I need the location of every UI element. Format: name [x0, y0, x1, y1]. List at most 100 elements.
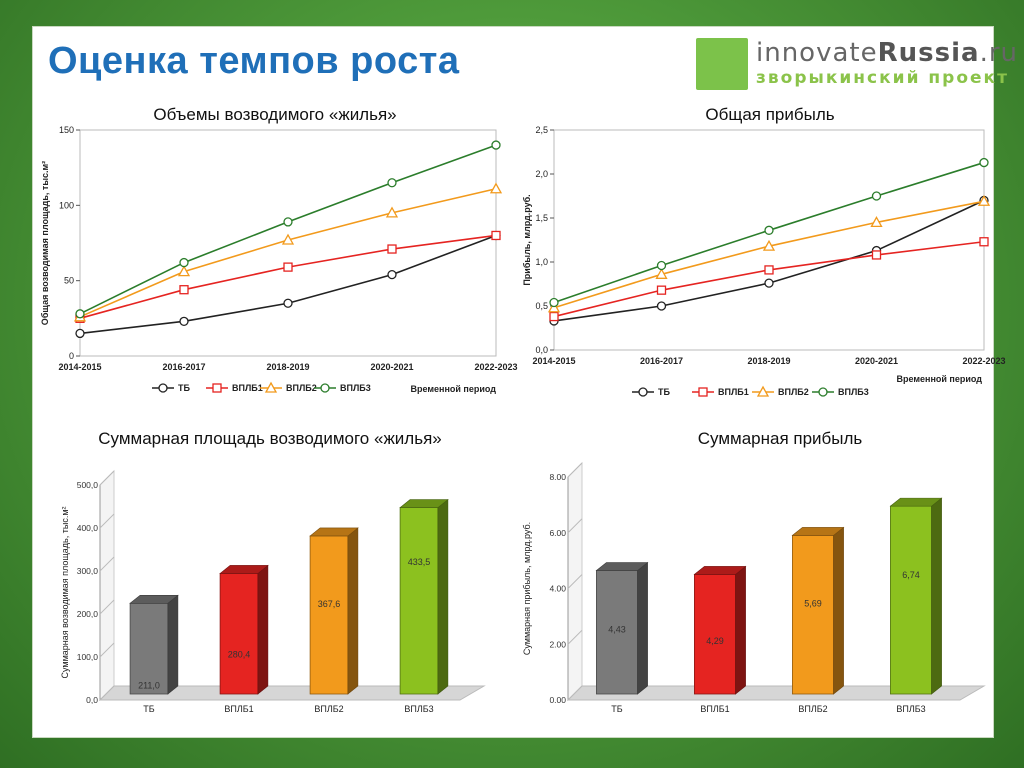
bar-profit-value-label-0: 4,43	[608, 624, 626, 634]
line-profit-point-s2-4	[977, 194, 991, 206]
line-housing-point-s1-1	[179, 285, 189, 295]
bar-profit-grid-tick	[567, 685, 583, 701]
bar-area-value-label-2: 367,6	[318, 599, 341, 609]
bar-profit-bar-side-1	[735, 565, 746, 695]
line-housing-xtick-label: 2016-2017	[162, 362, 205, 372]
bar-area-bar-top-3	[399, 499, 449, 508]
bar-profit-bar-top-2	[791, 527, 845, 536]
line-housing-point-s2-3	[385, 206, 399, 218]
line-housing-point-s3-4	[491, 140, 501, 150]
bar-profit-category-label-1: ВПЛБ1	[700, 704, 729, 714]
bar-profit-bar-top-0	[595, 562, 649, 571]
line-profit-point-s3-1	[656, 260, 667, 271]
bar-profit-bar-front-1	[694, 574, 736, 695]
bar-area-ytick-label: 400,0	[77, 523, 99, 533]
bar-area-grid-tick	[99, 599, 115, 615]
bar-area-ytick-label: 300,0	[77, 566, 99, 576]
line-profit-xtick-label: 2018-2019	[747, 356, 790, 366]
bar-area-value-label-1: 280,4	[228, 650, 251, 660]
bar-area-bar-side-0	[167, 594, 179, 695]
logo-wordmark: innovateRussia.ru	[756, 38, 1018, 68]
line-profit-ytick-label: 1,0	[535, 257, 548, 267]
bar-area-grid-tick	[99, 685, 115, 701]
line-housing-legend-label: ВПЛБ2	[286, 383, 317, 393]
page-title: Оценка темпов роста	[48, 40, 460, 82]
bar-profit-bar-top-1	[693, 566, 747, 575]
bar-profit-category-label-3: ВПЛБ3	[896, 704, 925, 714]
line-housing-point-s0-2	[283, 298, 293, 308]
bar-profit-grid-tick	[567, 574, 583, 589]
caption-total-area: Суммарная площадь возводимого «жилья»	[98, 429, 442, 448]
line-housing-point-s1-4	[491, 230, 501, 241]
bar-profit-bar-side-3	[931, 497, 942, 695]
logo-subtitle: зворыкинский проект	[756, 68, 1009, 88]
caption-total-profit: Общая прибыль	[705, 105, 835, 124]
line-profit-point-s0-1	[656, 301, 667, 311]
bar-profit-bar-side-0	[637, 561, 648, 695]
line-profit-point-s1-1	[656, 285, 667, 295]
line-profit-point-s3-0	[549, 297, 559, 308]
bar-profit-ytick-label: 2.00	[549, 639, 566, 649]
bar-area-category-label-1: ВПЛБ1	[224, 704, 253, 714]
bar-area-grid-tick	[99, 470, 115, 486]
bar-area-bar-top-0	[129, 594, 179, 604]
bar-area-bar-side-1	[257, 564, 269, 695]
bar-area-ytick-label: 100,0	[77, 652, 99, 662]
caption-total-profit-sum: Суммарная прибыль	[697, 429, 863, 448]
line-profit-legend-label: ВПЛБ3	[838, 387, 869, 397]
line-profit-ytick-label: 0,0	[535, 345, 548, 355]
bar-profit-ytick-label: 6.00	[549, 528, 566, 538]
line-housing-ytick-label: 0	[69, 351, 74, 361]
line-housing-point-s2-2	[281, 233, 295, 245]
line-profit-point-s0-2	[764, 278, 774, 288]
line-housing-legend-marker	[212, 383, 222, 393]
line-housing-point-s2-4	[489, 182, 503, 194]
bar-area-side-wall	[99, 469, 115, 702]
line-housing-legend-label: ТБ	[178, 383, 190, 393]
bar-profit-category-label-0: ТБ	[611, 704, 622, 714]
bar-area-bar-side-3	[437, 498, 449, 695]
bar-area-grid-tick	[99, 556, 115, 572]
line-housing-point-s3-2	[283, 217, 293, 227]
innovaterussia-logo: innovateRussia.ru зворыкинский проект	[696, 38, 1017, 92]
line-housing-point-s3-0	[75, 309, 85, 319]
line-housing-xtick-label: 2014-2015	[58, 362, 101, 372]
line-housing-point-s3-1	[179, 257, 189, 268]
bar-profit-bar-top-3	[889, 497, 943, 507]
bar-chart-total-area: 0,0 100,0 200,0 300,0 400,0 500,0 Суммарная во…	[60, 469, 486, 714]
bar-profit-category-label-2: ВПЛБ2	[798, 704, 827, 714]
line-housing-xtick-label: 2020-2021	[370, 362, 413, 372]
line-housing-point-s0-3	[387, 269, 397, 280]
line-profit-x-axis-title: Временной период	[896, 374, 982, 384]
line-profit-y-axis-title: Прибыль, млрд.руб.	[522, 194, 532, 285]
bar-chart-total-profit: 0.00 2.00 4.00 6.00 8.00 Суммарная прибыль, м…	[522, 461, 986, 714]
line-profit-point-s1-2	[764, 265, 774, 275]
line-housing-legend-marker	[158, 383, 168, 393]
bar-profit-grid-tick	[567, 518, 583, 534]
bar-area-bar-side-2	[347, 527, 359, 695]
line-profit-ytick-label: 1,5	[535, 213, 548, 223]
line-housing-x-axis-title: Временной период	[410, 384, 496, 394]
caption-housing-volume: Объемы возводимого «жилья»	[153, 105, 397, 124]
line-housing-point-s0-0	[75, 328, 85, 339]
bar-area-category-label-2: ВПЛБ2	[314, 704, 343, 714]
line-housing-ytick-label: 150	[59, 125, 74, 135]
bar-profit-ytick-label: 4.00	[549, 584, 566, 594]
bar-area-ytick-label: 200,0	[77, 609, 99, 619]
bar-area-y-axis-title: Суммарная возводимая площадь, тыс.м²	[60, 506, 70, 678]
line-profit-legend-marker	[818, 387, 828, 397]
line-profit-legend-label: ТБ	[658, 387, 670, 397]
line-housing-legend-marker	[264, 381, 278, 393]
bar-area-bar-top-1	[219, 565, 269, 574]
line-profit-point-s2-3	[870, 216, 883, 228]
line-profit-legend-label: ВПЛБ2	[778, 387, 809, 397]
bar-area-value-label-0: 211,0	[138, 681, 160, 691]
bar-area-bar-top-2	[309, 527, 359, 537]
line-profit-legend-label: ВПЛБ1	[718, 387, 749, 397]
line-housing-point-s1-2	[283, 262, 293, 272]
line-housing-point-s0-1	[179, 316, 189, 326]
line-housing-point-s1-3	[387, 244, 397, 254]
line-profit-point-s2-2	[762, 239, 776, 251]
line-profit-point-s2-1	[655, 267, 668, 279]
line-housing-ytick-label: 100	[59, 200, 74, 210]
